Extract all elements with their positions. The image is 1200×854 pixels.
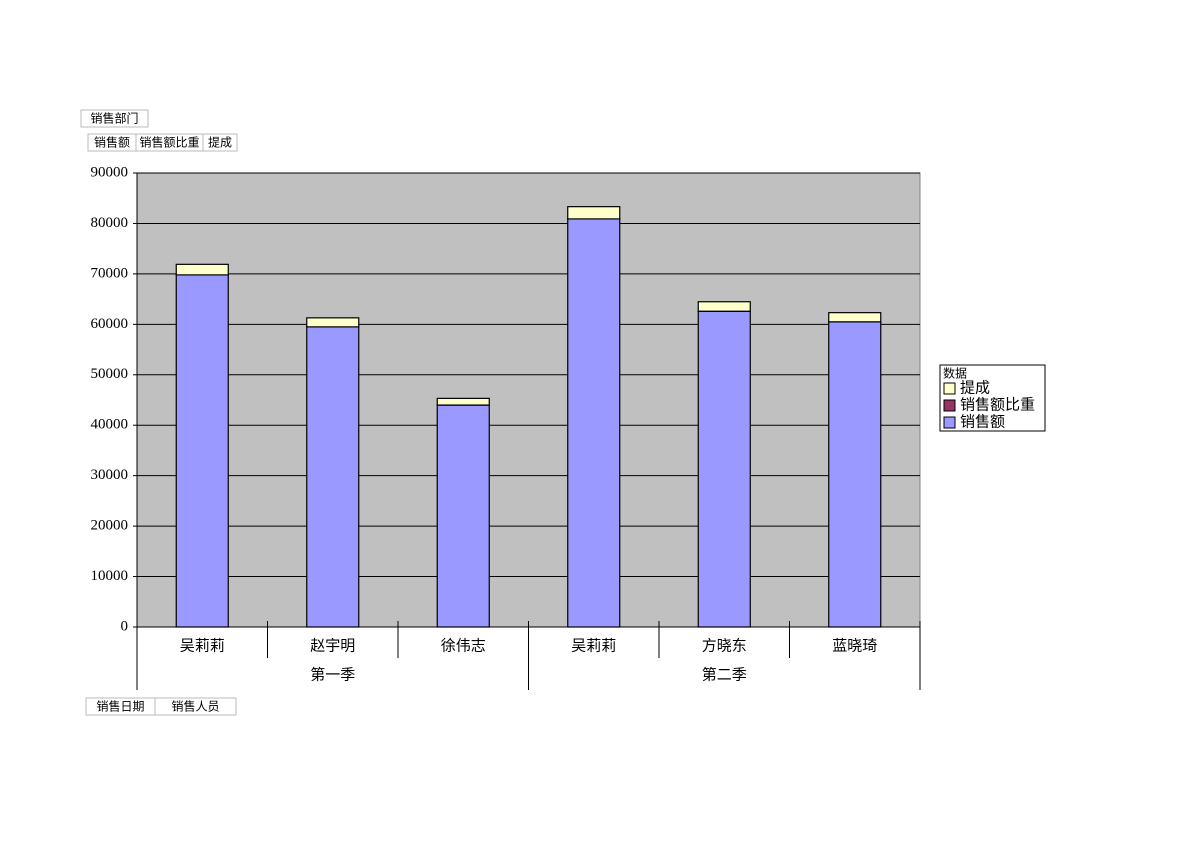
- x-tick-label: 蓝晓琦: [832, 637, 877, 654]
- bar-segment: [829, 322, 881, 627]
- bar-segment: [307, 327, 359, 627]
- x-tick-label: 方晓东: [702, 637, 747, 654]
- legend-label: 销售额: [960, 413, 1005, 430]
- legend-swatch: [944, 417, 955, 428]
- field-button-label[interactable]: 销售日期: [96, 699, 144, 714]
- field-button-label[interactable]: 销售人员: [171, 699, 219, 714]
- bar-segment: [437, 405, 489, 627]
- y-tick-label: 60000: [91, 316, 129, 332]
- bar-segment: [176, 275, 228, 627]
- field-button-label[interactable]: 销售额: [94, 135, 130, 150]
- x-tick-label: 徐伟志: [441, 637, 486, 654]
- bar-segment: [307, 318, 359, 327]
- group-label: 第二季: [702, 665, 747, 683]
- bar-segment: [698, 302, 750, 311]
- group-label: 第一季: [310, 665, 355, 683]
- field-button-label[interactable]: 提成: [208, 135, 232, 150]
- legend-swatch: [944, 383, 955, 394]
- field-button-label[interactable]: 销售部门: [90, 111, 138, 126]
- x-tick-label: 赵宇明: [310, 637, 355, 654]
- bar-segment: [176, 264, 228, 275]
- field-button-label[interactable]: 销售额比重: [139, 135, 199, 150]
- bar-segment: [829, 313, 881, 322]
- legend-label: 销售额比重: [960, 396, 1035, 413]
- bar-segment: [568, 207, 620, 219]
- y-tick-label: 0: [121, 618, 129, 634]
- y-tick-label: 40000: [91, 417, 129, 433]
- x-tick-label: 吴莉莉: [571, 637, 616, 654]
- plot-area: [137, 173, 920, 627]
- y-tick-label: 50000: [91, 366, 129, 382]
- y-tick-label: 20000: [91, 518, 129, 534]
- bar-segment: [437, 398, 489, 405]
- legend-title: 数据: [943, 366, 967, 381]
- bar-segment: [568, 219, 620, 627]
- y-tick-label: 30000: [91, 467, 129, 483]
- y-tick-label: 80000: [91, 215, 129, 231]
- x-tick-label: 吴莉莉: [180, 637, 225, 654]
- bar-segment: [698, 311, 750, 627]
- legend-label: 提成: [960, 379, 990, 396]
- y-tick-label: 90000: [91, 164, 129, 180]
- y-tick-label: 70000: [91, 265, 129, 281]
- y-tick-label: 10000: [91, 568, 129, 584]
- legend-swatch: [944, 400, 955, 411]
